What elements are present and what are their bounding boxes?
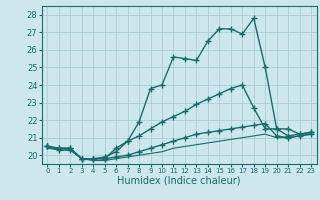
X-axis label: Humidex (Indice chaleur): Humidex (Indice chaleur) xyxy=(117,176,241,186)
